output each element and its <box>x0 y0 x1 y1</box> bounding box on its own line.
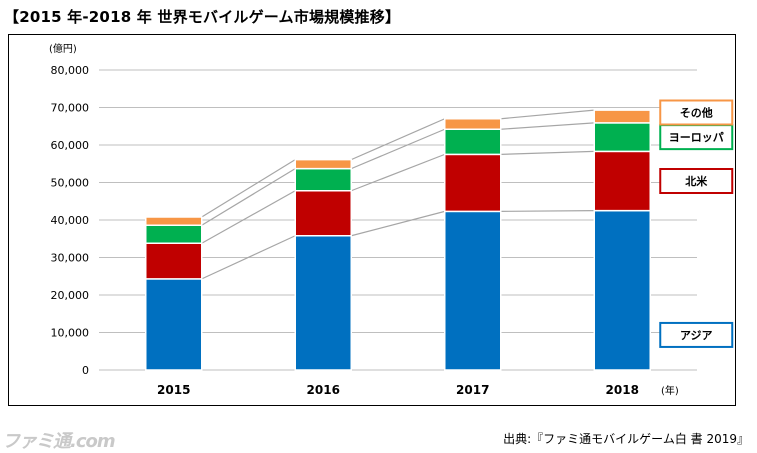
bar-segment <box>593 122 651 153</box>
bar-segment <box>145 278 203 371</box>
x-category-label: 2018 <box>606 383 639 397</box>
y-axis-ticks: 0 10,000 20,000 30,000 40,000 50,000 60,000 70,… <box>51 64 90 377</box>
y-tick-label: 0 <box>82 364 89 377</box>
bar-segment <box>294 190 352 237</box>
legend-label: ヨーロッパ <box>669 131 724 144</box>
legend-label: 北米 <box>685 174 708 188</box>
x-category-label: 2016 <box>307 383 340 397</box>
connector-lines <box>201 109 595 280</box>
bar-segment <box>145 216 203 226</box>
connector-line <box>351 118 445 161</box>
legend-box <box>659 168 734 194</box>
watermark-logo: ファミ通.com <box>2 431 116 452</box>
bar-segment <box>444 153 502 213</box>
connector-line <box>201 168 296 226</box>
x-category-label: 2017 <box>456 383 489 397</box>
legend: アジア 北米 ヨーロッパ その他 <box>659 99 734 348</box>
y-tick-label: 60,000 <box>51 139 90 152</box>
bar-segment <box>294 167 352 192</box>
y-tick-label: 80,000 <box>51 64 90 77</box>
bar-layer <box>145 109 651 371</box>
y-tick-label: 40,000 <box>51 214 90 227</box>
stacked-bar-chart: 0 10,000 20,000 30,000 40,000 50,000 60,000 70,… <box>49 42 734 397</box>
source-note: 出典:『ファミ通モバイルゲーム白 書 2019』 <box>503 432 749 446</box>
y-tick-label: 30,000 <box>51 252 90 265</box>
y-tick-label: 20,000 <box>51 289 90 302</box>
connector-line <box>201 190 296 244</box>
x-category-label: 2015 <box>157 383 190 397</box>
connector-line <box>201 159 296 218</box>
connector-line <box>500 150 595 155</box>
legend-label: アジア <box>680 329 713 342</box>
legend-box <box>659 99 734 126</box>
connector-line <box>351 128 445 170</box>
legend-label: その他 <box>680 106 713 120</box>
bar-segment <box>444 210 502 371</box>
connector-line <box>500 122 595 130</box>
bar-segment <box>145 242 203 280</box>
connector-line <box>201 235 296 280</box>
bar-segment <box>593 109 651 124</box>
chart-frame: 0 10,000 20,000 30,000 40,000 50,000 60,000 70,… <box>8 34 736 406</box>
bar-segment <box>444 128 502 156</box>
bar-segment <box>444 118 502 130</box>
y-tick-label: 70,000 <box>51 102 90 115</box>
bar-segment <box>294 158 352 170</box>
connector-line <box>351 153 445 192</box>
connector-line <box>500 210 595 212</box>
x-axis-unit: (年) <box>661 384 679 397</box>
legend-box <box>659 321 734 348</box>
y-axis-unit: (億円) <box>49 42 77 55</box>
bar-segment <box>145 224 203 244</box>
x-axis-categories: 2015 2016 2017 2018 <box>157 383 639 397</box>
y-tick-label: 10,000 <box>51 327 90 340</box>
bar-segment <box>294 235 352 371</box>
bar-segment <box>593 150 651 212</box>
connector-line <box>500 109 595 120</box>
bar-segment <box>593 209 651 371</box>
y-tick-label: 50,000 <box>51 177 90 190</box>
page-title: 【2015 年-2018 年 世界モバイルゲーム市場規模推移】 <box>4 8 401 26</box>
connector-line <box>351 210 445 237</box>
